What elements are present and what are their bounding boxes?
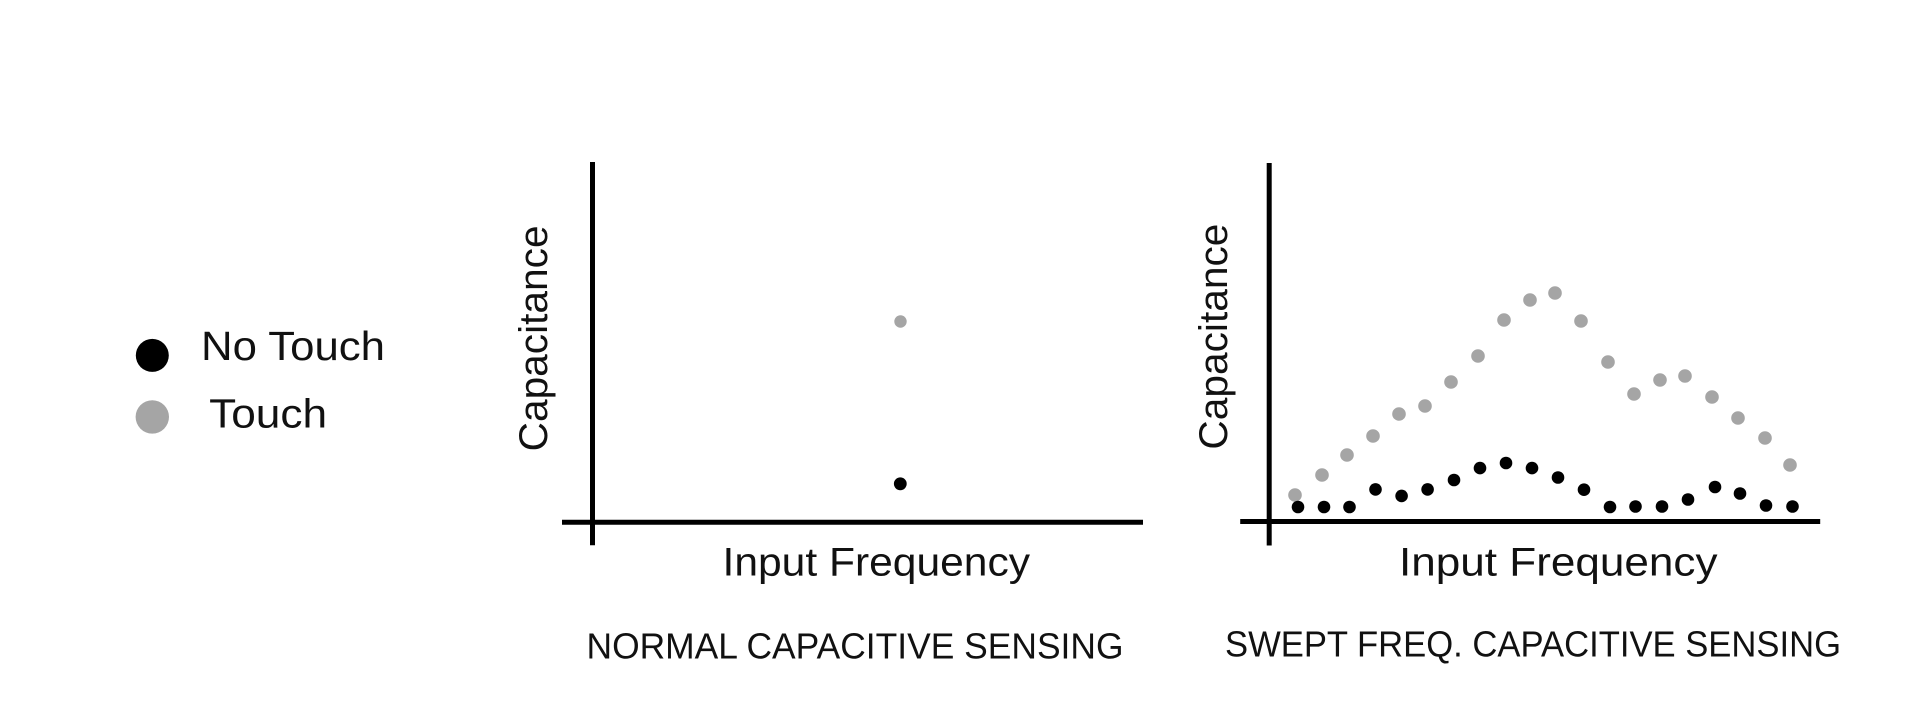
svg-text:Capacitance: Capacitance [512, 225, 556, 451]
svg-text:Touch: Touch [209, 391, 327, 437]
svg-text:Input Frequency: Input Frequency [1399, 541, 1718, 585]
svg-text:No Touch: No Touch [201, 323, 385, 369]
svg-text:SWEPT FREQ. CAPACITIVE SENSING: SWEPT FREQ. CAPACITIVE SENSING [1225, 624, 1841, 665]
svg-text:NORMAL CAPACITIVE SENSING: NORMAL CAPACITIVE SENSING [587, 625, 1124, 666]
svg-text:Input Frequency: Input Frequency [723, 541, 1031, 585]
svg-text:Capacitance: Capacitance [1192, 224, 1236, 450]
